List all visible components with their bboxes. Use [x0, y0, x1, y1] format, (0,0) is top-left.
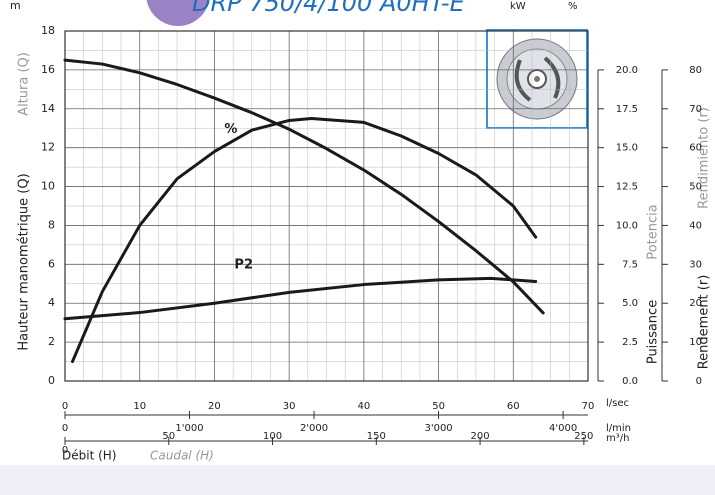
- y3-tick-label: 70: [689, 104, 702, 115]
- x-tick-label: 30: [283, 401, 296, 412]
- y2-tick-label: 2.5: [622, 337, 638, 348]
- series-line: [70, 117, 538, 364]
- y3-tick-label: 0: [696, 376, 702, 387]
- y2-label: Puissance: [646, 300, 661, 364]
- series-line: [63, 276, 538, 321]
- y2-tick-label: 10.0: [616, 220, 638, 231]
- x-label: Débit (H): [62, 449, 116, 463]
- y2-tick-label: 17.5: [616, 104, 638, 115]
- y-label-alt: Altura (Q): [17, 52, 32, 116]
- y3-tick-label: 40: [689, 220, 702, 231]
- x3-tick-label: 0: [62, 445, 68, 456]
- y-tick-label: 14: [41, 102, 55, 115]
- y3-tick-label: 30: [689, 259, 702, 270]
- plot-frame: [64, 30, 589, 382]
- x3-tick-label: 100: [263, 431, 282, 442]
- x2-tick-label: 3'000: [424, 423, 452, 434]
- impeller-image: [486, 29, 588, 129]
- y2-tick-label: 0.0: [622, 376, 638, 387]
- y3-unit: %: [568, 1, 578, 12]
- x3-tick-label: 50: [162, 431, 175, 442]
- y-tick-label: 2: [48, 335, 55, 348]
- y2-tick-label: 15.0: [616, 143, 638, 154]
- y3-label-alt: Rendimiento (r): [697, 107, 712, 209]
- x2-tick-label: 2'000: [300, 423, 328, 434]
- x2-tick-label: 4'000: [549, 423, 577, 434]
- x2-unit: l/min: [606, 423, 631, 434]
- y-label: Hauteur manométrique (Q): [17, 173, 32, 350]
- title-badge: [146, 0, 210, 26]
- x-tick-label: 40: [357, 401, 370, 412]
- y-tick-label: 16: [41, 63, 55, 76]
- y3-label: Rendement (r): [697, 275, 712, 370]
- y2-tick-label: 7.5: [622, 259, 638, 270]
- x-unit: l/sec: [606, 398, 629, 409]
- y-tick-label: 4: [48, 296, 55, 309]
- y-tick-label: 18: [41, 24, 55, 37]
- y3-tick-label: 80: [689, 65, 702, 76]
- x3-tick-label: 200: [471, 431, 490, 442]
- y-tick-label: 0: [48, 374, 55, 387]
- y-tick-label: 8: [48, 218, 55, 231]
- y3-tick-label: 10: [689, 337, 702, 348]
- y3-tick-label: 50: [689, 182, 702, 193]
- series-label: P2: [234, 258, 253, 273]
- y2-unit: kW: [510, 1, 526, 12]
- x3-tick-label: 250: [574, 431, 593, 442]
- x3-tick-label: 150: [367, 431, 386, 442]
- x-tick-label: 20: [208, 401, 221, 412]
- y-tick-label: 6: [48, 257, 55, 270]
- x-tick-label: 0: [62, 401, 68, 412]
- y3-tick-label: 60: [689, 143, 702, 154]
- x3-unit: m³/h: [606, 433, 629, 444]
- y2-label-alt: Potencia: [646, 204, 661, 259]
- y2-tick-label: 12.5: [616, 182, 638, 193]
- y-tick-label: 12: [41, 141, 55, 154]
- series-label: %: [224, 122, 237, 137]
- y2-tick-label: 20.0: [616, 65, 638, 76]
- x-tick-label: 60: [507, 401, 520, 412]
- y-unit: m: [10, 0, 21, 12]
- x-label-alt: Caudal (H): [150, 449, 214, 463]
- y2-tick-label: 5.0: [622, 298, 638, 309]
- x-tick-label: 10: [133, 401, 146, 412]
- series-line: [63, 58, 545, 315]
- x-tick-label: 70: [582, 401, 595, 412]
- x2-tick-label: 0: [62, 423, 68, 434]
- x-tick-label: 50: [432, 401, 445, 412]
- footer-band: [0, 465, 715, 495]
- x2-tick-label: 1'000: [175, 423, 203, 434]
- chart-title: DRP 750/4/100 A0HT-E: [192, 0, 466, 17]
- y3-tick-label: 20: [689, 298, 702, 309]
- y-tick-label: 10: [41, 180, 55, 193]
